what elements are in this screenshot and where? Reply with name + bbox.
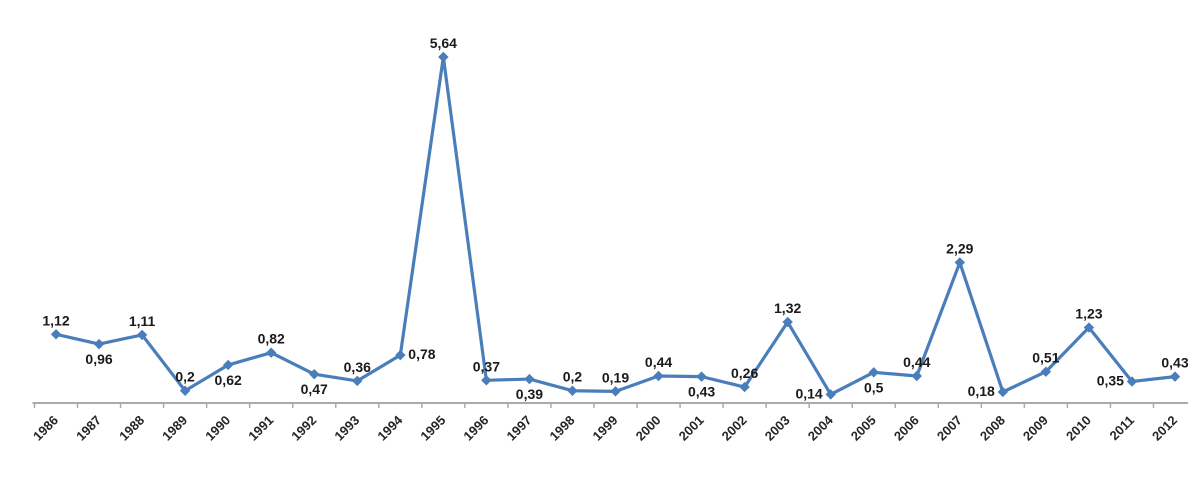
data-point-marker bbox=[395, 349, 406, 361]
data-point-label: 0,2 bbox=[175, 369, 195, 385]
data-point-label: 0,14 bbox=[795, 385, 822, 401]
data-point-marker bbox=[825, 389, 836, 400]
x-axis-label: 1991 bbox=[245, 413, 276, 444]
data-point-marker bbox=[868, 367, 879, 378]
x-axis-label: 1996 bbox=[460, 413, 491, 444]
data-point-label: 0,2 bbox=[563, 369, 583, 385]
data-point-marker bbox=[954, 257, 966, 268]
data-point-label: 0,43 bbox=[1161, 355, 1188, 371]
data-point-label: 1,12 bbox=[42, 312, 69, 328]
data-point-marker bbox=[567, 385, 578, 396]
x-axis-label: 1995 bbox=[417, 413, 448, 444]
x-axis-label: 2008 bbox=[977, 413, 1008, 444]
x-axis-label: 2004 bbox=[805, 412, 837, 444]
data-point-marker bbox=[222, 359, 234, 371]
x-axis-label: 2002 bbox=[719, 413, 750, 444]
data-point-marker bbox=[179, 385, 191, 396]
data-point-label: 0,26 bbox=[731, 365, 758, 381]
data-point-label: 0,62 bbox=[215, 372, 242, 388]
data-point-marker bbox=[136, 329, 148, 341]
x-axis-label: 2006 bbox=[891, 413, 922, 444]
x-axis-label: 1992 bbox=[288, 413, 319, 444]
data-point-label: 0,82 bbox=[258, 331, 285, 347]
data-point-marker bbox=[782, 316, 793, 328]
data-point-label: 0,36 bbox=[344, 359, 371, 375]
x-axis-label: 2010 bbox=[1063, 413, 1094, 444]
x-axis-label: 2011 bbox=[1107, 413, 1138, 444]
data-point-marker bbox=[438, 51, 449, 63]
data-point-marker bbox=[653, 370, 664, 382]
data-point-marker bbox=[93, 338, 105, 350]
x-axis-label: 2001 bbox=[676, 413, 707, 444]
data-point-label: 0,78 bbox=[408, 346, 435, 362]
x-axis-label: 1997 bbox=[503, 413, 534, 444]
data-point-label: 0,96 bbox=[85, 351, 112, 367]
x-axis-label: 2009 bbox=[1020, 413, 1051, 444]
data-point-label: 0,51 bbox=[1032, 350, 1059, 366]
chart-line bbox=[54, 55, 1177, 397]
x-axis-label: 2003 bbox=[762, 413, 793, 444]
x-axis-label: 1999 bbox=[590, 413, 621, 444]
x-axis-label: 2000 bbox=[633, 413, 664, 444]
x-axis-label: 1993 bbox=[331, 413, 362, 444]
data-point-marker bbox=[524, 373, 535, 385]
data-point-marker bbox=[997, 386, 1009, 398]
data-point-label: 0,35 bbox=[1097, 373, 1124, 389]
data-point-label: 1,11 bbox=[129, 313, 156, 329]
data-point-label: 0,5 bbox=[864, 379, 884, 395]
x-axis-label: 1987 bbox=[73, 413, 104, 444]
data-point-label: 1,32 bbox=[774, 300, 801, 316]
data-point-marker bbox=[352, 375, 363, 387]
x-axis-label: 2005 bbox=[848, 413, 879, 444]
data-point-label: 0,44 bbox=[903, 354, 930, 370]
data-point-label: 1,23 bbox=[1075, 306, 1102, 322]
data-point-label: 2,29 bbox=[946, 241, 973, 257]
x-axis-label: 1988 bbox=[116, 413, 147, 444]
data-point-label: 0,47 bbox=[301, 381, 328, 397]
data-point-marker bbox=[309, 368, 320, 380]
data-point-marker bbox=[696, 371, 707, 382]
data-point-marker bbox=[911, 370, 922, 382]
data-point-marker bbox=[610, 386, 621, 397]
data-point-label: 5,64 bbox=[430, 35, 457, 51]
data-point-marker bbox=[1083, 322, 1095, 333]
x-axis-label: 1994 bbox=[374, 412, 406, 444]
data-point-marker bbox=[1169, 371, 1181, 382]
x-axis-label: 2012 bbox=[1149, 413, 1180, 444]
x-axis-label: 1990 bbox=[202, 413, 233, 444]
data-point-label: 0,18 bbox=[968, 383, 995, 399]
data-point-label: 0,37 bbox=[473, 358, 500, 374]
data-point-marker bbox=[1126, 376, 1138, 387]
data-point-marker bbox=[50, 329, 62, 340]
x-axis-label: 2007 bbox=[934, 413, 965, 444]
data-point-label: 0,39 bbox=[516, 386, 543, 402]
x-axis-label: 1998 bbox=[547, 413, 578, 444]
data-point-marker bbox=[265, 347, 277, 358]
data-point-marker bbox=[739, 381, 750, 393]
data-point-marker bbox=[481, 375, 492, 386]
data-point-label: 0,44 bbox=[645, 354, 672, 370]
data-point-label: 0,19 bbox=[602, 369, 629, 385]
x-axis-label: 1989 bbox=[159, 413, 190, 444]
data-point-marker bbox=[1040, 366, 1052, 377]
x-axis-label: 1986 bbox=[30, 413, 61, 444]
data-point-label: 0,43 bbox=[688, 384, 715, 400]
